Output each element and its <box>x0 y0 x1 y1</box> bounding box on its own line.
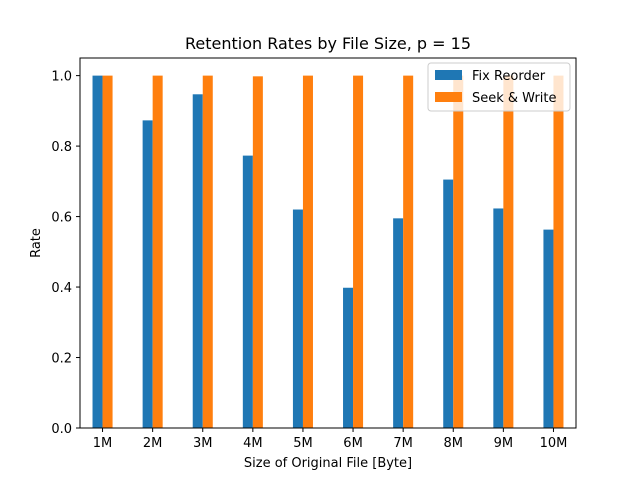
bar-seek-write-9M <box>503 75 514 428</box>
bar-seek-write-5M <box>302 75 313 428</box>
x-axis: 1M 2M 3M 4M 5M 6M 7M 8M 9M 10M <box>93 428 568 451</box>
legend-swatch-fix-reorder <box>435 70 462 80</box>
x-tick-label: 3M <box>193 436 213 451</box>
bar-seek-write-2M <box>152 75 163 428</box>
y-tick-label: 0.0 <box>51 422 72 437</box>
bar-fix-reorder-10M <box>543 229 554 428</box>
x-tick-label: 9M <box>494 436 514 451</box>
bar-seek-write-10M <box>553 75 564 428</box>
x-tick-label: 1M <box>93 436 113 451</box>
plot-frame <box>79 57 577 429</box>
bar-fix-reorder-7M <box>393 218 404 428</box>
bar-seek-write-3M <box>202 75 213 428</box>
x-tick-label: 5M <box>293 436 313 451</box>
bar-seek-write-4M <box>252 76 263 429</box>
bar-fix-reorder-1M <box>92 75 103 428</box>
y-axis: 0.0 0.2 0.4 0.6 0.8 1.0 <box>51 70 80 437</box>
bar-seek-write-6M <box>353 75 364 428</box>
bar-fix-reorder-8M <box>443 179 454 428</box>
plot-area: 0.0 0.2 0.4 0.6 0.8 1.0 1M 2M 3M 4M 5M 6M 7M 8M 9M 10M <box>51 57 577 451</box>
x-tick-label: 8M <box>444 436 464 451</box>
bar-seek-write-1M <box>102 75 113 428</box>
bar-fix-reorder-4M <box>242 155 253 428</box>
bar-fix-reorder-2M <box>142 120 153 428</box>
legend-swatch-seek-write <box>435 92 462 102</box>
bar-fix-reorder-9M <box>493 208 504 428</box>
y-axis-label: Rate <box>29 228 44 258</box>
x-tick-label: 6M <box>343 436 363 451</box>
y-tick-label: 0.6 <box>51 211 72 226</box>
chart-title: Retention Rates by File Size, p = 15 <box>185 34 471 53</box>
x-axis-label: Size of Original File [Byte] <box>244 456 412 471</box>
bar-fix-reorder-5M <box>292 209 303 428</box>
x-tick-label: 4M <box>243 436 263 451</box>
y-tick-label: 0.2 <box>51 352 72 367</box>
legend-label-fix-reorder: Fix Reorder <box>472 69 546 84</box>
x-tick-label: 10M <box>540 436 568 451</box>
bar-fix-reorder-6M <box>343 287 354 428</box>
y-tick-label: 1.0 <box>51 70 72 85</box>
x-tick-label: 2M <box>143 436 163 451</box>
y-tick-label: 0.4 <box>51 281 72 296</box>
x-tick-label: 7M <box>393 436 413 451</box>
bar-seek-write-7M <box>403 75 414 428</box>
bar-seek-write-8M <box>453 75 464 428</box>
legend: Fix Reorder Seek & Write <box>427 62 571 112</box>
bar-fix-reorder-3M <box>192 94 203 429</box>
bars-group <box>92 75 564 429</box>
y-tick-label: 0.8 <box>51 140 72 155</box>
legend-label-seek-write: Seek & Write <box>472 91 557 106</box>
legend-box <box>427 62 571 112</box>
